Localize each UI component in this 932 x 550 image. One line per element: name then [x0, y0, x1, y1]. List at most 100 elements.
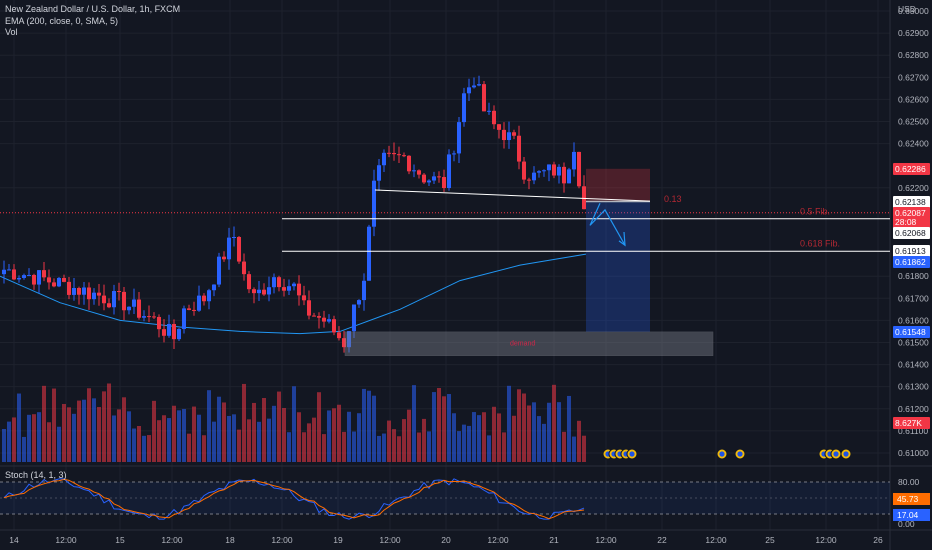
candle-body	[182, 308, 186, 330]
time-label: 12:00	[271, 535, 293, 545]
price-tag: 0.61548	[893, 325, 930, 338]
ema-legend[interactable]: EMA (200, close, 0, SMA, 5)	[5, 15, 119, 26]
candle-body	[42, 270, 46, 278]
volume-bar	[532, 402, 536, 462]
price-tick-label: 0.62700	[898, 72, 929, 82]
candle-body	[467, 87, 471, 94]
price-tick-label: 0.61400	[898, 360, 929, 370]
candle-body	[112, 291, 116, 308]
candle-body	[527, 179, 531, 181]
candle-body	[577, 151, 581, 187]
time-label: 12:00	[55, 535, 77, 545]
volume-bar	[397, 436, 401, 462]
volume-bar	[262, 398, 266, 462]
candle-body	[547, 164, 551, 171]
price-tag: 8.627K	[893, 417, 930, 430]
candle-body	[97, 292, 101, 296]
volume-bar	[467, 425, 471, 462]
candle-body	[377, 165, 381, 181]
candle-body	[322, 317, 326, 322]
candle-body	[502, 129, 506, 141]
volume-bar	[192, 406, 196, 462]
volume-legend[interactable]: Vol	[5, 27, 18, 37]
candle-body	[87, 287, 91, 300]
volume-bar	[442, 396, 446, 462]
volume-bar	[392, 429, 396, 462]
volume-bar	[187, 433, 191, 462]
candle-body	[32, 274, 36, 285]
candle-body	[297, 283, 301, 296]
volume-bar	[62, 403, 66, 462]
time-axis[interactable]: 14 12:00 15 12:00 18 12:00 19 12:00 20 12:00 21 12:…	[9, 535, 883, 545]
candle-body	[312, 315, 316, 317]
candle-body	[432, 176, 436, 181]
candlesticks[interactable]	[2, 75, 586, 353]
volume-bar	[197, 414, 201, 462]
candle-body	[357, 300, 361, 305]
candle-body	[382, 152, 386, 166]
time-label: 21	[549, 535, 559, 545]
candle-body	[122, 291, 126, 311]
stoch-pane[interactable]	[0, 478, 890, 520]
volume-bar	[207, 390, 211, 462]
candle-body	[77, 288, 81, 295]
volume-bar	[92, 398, 96, 462]
candle-body	[307, 300, 311, 316]
candle-body	[212, 284, 216, 291]
candle-body	[292, 283, 296, 287]
candle-body	[317, 316, 321, 318]
symbol-title[interactable]: New Zealand Dollar / U.S. Dollar, 1h, FX…	[5, 4, 181, 14]
candle-body	[67, 281, 71, 295]
volume-bar	[202, 435, 206, 462]
candle-body	[327, 319, 331, 322]
volume-bar	[272, 405, 276, 462]
candle-body	[242, 261, 246, 275]
volume-bar	[327, 410, 331, 462]
volume-bar	[527, 405, 531, 462]
volume-bar	[22, 436, 26, 462]
candle-body	[162, 329, 166, 336]
candle-body	[202, 295, 206, 302]
candle-body	[402, 155, 406, 157]
candle-body	[92, 292, 96, 300]
candle-body	[12, 269, 16, 280]
volume-bar	[157, 420, 161, 462]
volume-bar	[547, 402, 551, 462]
volume-bar	[462, 424, 466, 462]
volume-bar	[177, 410, 181, 462]
volume-bar	[507, 385, 511, 462]
volume-bar	[32, 414, 36, 462]
volume-bar	[362, 388, 366, 462]
price-tick-label: 0.62800	[898, 50, 929, 60]
candle-body	[362, 280, 366, 301]
volume-bar	[82, 399, 86, 462]
candle-body	[147, 316, 151, 318]
candle-body	[462, 93, 466, 123]
volume-bar	[422, 418, 426, 462]
volume-bar	[42, 385, 46, 462]
volume-bar	[292, 386, 296, 462]
demand-zone	[344, 331, 714, 356]
candle-body	[262, 289, 266, 295]
candle-body	[82, 287, 86, 295]
candle-body	[62, 277, 66, 282]
trendline	[374, 189, 651, 202]
candle-body	[252, 289, 256, 294]
stoch-k-value: 17.04	[897, 510, 919, 520]
drawings[interactable]: 0.13 0.5 Fib. 0.618 Fib. demand	[0, 168, 890, 356]
stoch-legend[interactable]: Stoch (14, 1, 3)	[5, 470, 67, 480]
volume-bar	[7, 421, 11, 462]
volume-bar	[102, 391, 106, 462]
price-tick-label: 0.61700	[898, 293, 929, 303]
candle-body	[132, 299, 136, 307]
candle-body	[177, 329, 181, 340]
economic-events[interactable]	[602, 448, 852, 460]
candle-body	[332, 319, 336, 333]
volume-bar	[122, 397, 126, 462]
volume-bar	[427, 431, 431, 462]
candle-body	[372, 180, 376, 227]
candle-body	[137, 299, 141, 318]
